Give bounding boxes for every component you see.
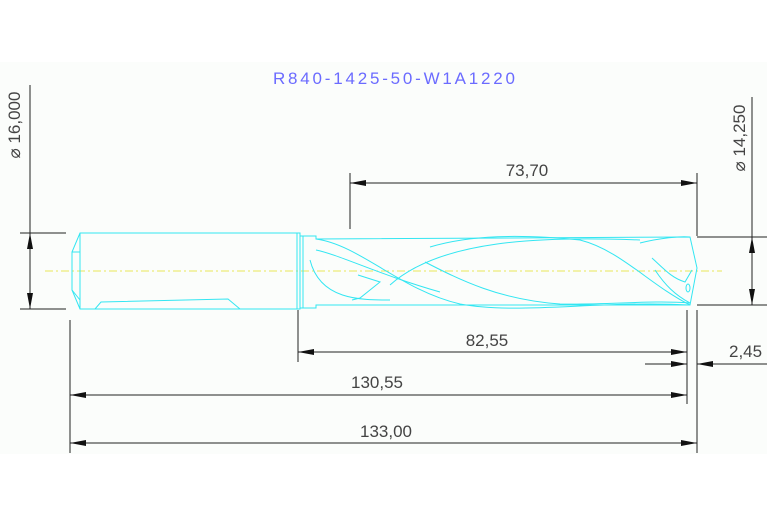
drill-shank: [71, 232, 301, 310]
point-length-dimension: 2,45: [645, 342, 767, 367]
drill-diameter-label: ⌀ 14,250: [730, 105, 749, 172]
shank-diameter-dimension: ⌀ 16,000: [5, 85, 66, 310]
overall-length-label: 133,00: [360, 422, 412, 441]
corner-length-label: 130,55: [351, 373, 403, 392]
part-number-title: R840-1425-50-W1A1220: [273, 69, 515, 88]
drawing-area: [0, 62, 767, 454]
drill-diameter-dimension: ⌀ 14,250: [697, 97, 767, 306]
flute-length-label: 73,70: [506, 161, 549, 180]
point-length-label: 2,45: [729, 342, 762, 361]
body-length-label: 82,55: [466, 331, 509, 350]
flute-length-dimension: 73,70: [349, 161, 698, 236]
shank-diameter-label: ⌀ 16,000: [5, 92, 24, 159]
body-length-dimension: 82,55: [297, 310, 688, 404]
corner-length-dimension: 130,55: [69, 320, 687, 453]
drill-body: [300, 235, 698, 309]
overall-length-dimension: 133,00: [70, 310, 698, 453]
